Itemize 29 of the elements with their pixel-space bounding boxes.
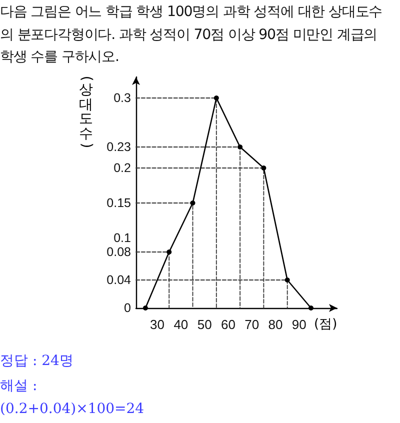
text: 해설 :	[0, 376, 38, 394]
y-tick-label: 0	[124, 301, 132, 315]
y-tick-label: 0.15	[106, 196, 132, 210]
y-axis-title: (상대도수)	[78, 74, 94, 150]
point	[190, 200, 196, 206]
x-tick-label: 40	[174, 317, 188, 332]
x-tick-label: 90	[292, 317, 306, 332]
text: (0.2+0.04)×100=24	[0, 401, 144, 417]
point	[214, 96, 219, 100]
point	[142, 306, 148, 310]
y-tick-label: 0.2	[114, 161, 132, 175]
text: 정답 : 24명	[0, 352, 74, 370]
x-axis-title: (점)	[314, 317, 338, 332]
chart-title: 다음 그림은 어느 학급 학생 100명의 과학 성적에 대한 상대도수의 분포다각형이다. 과학 성적이 70점 이상 90점 미만인 계급의 학생 수를 구하시오.	[0, 3, 384, 67]
point	[238, 144, 243, 150]
point	[308, 306, 314, 310]
y-tick-label: 0.3	[114, 91, 132, 105]
y-tick-label: 0.04	[106, 273, 132, 287]
x-tick-label: 70	[244, 317, 260, 332]
x-tick-label: 80	[268, 317, 283, 332]
point	[166, 250, 172, 254]
x-tick-label: 50	[197, 317, 212, 332]
y-tick-label: 0.23	[106, 140, 132, 154]
y-tick-label: 0.08	[106, 245, 132, 259]
point	[261, 166, 266, 170]
y-tick-label: 0.1	[114, 231, 132, 245]
point	[284, 278, 290, 282]
x-tick-label: 30	[150, 317, 165, 332]
x-tick-label: 60	[220, 317, 236, 332]
